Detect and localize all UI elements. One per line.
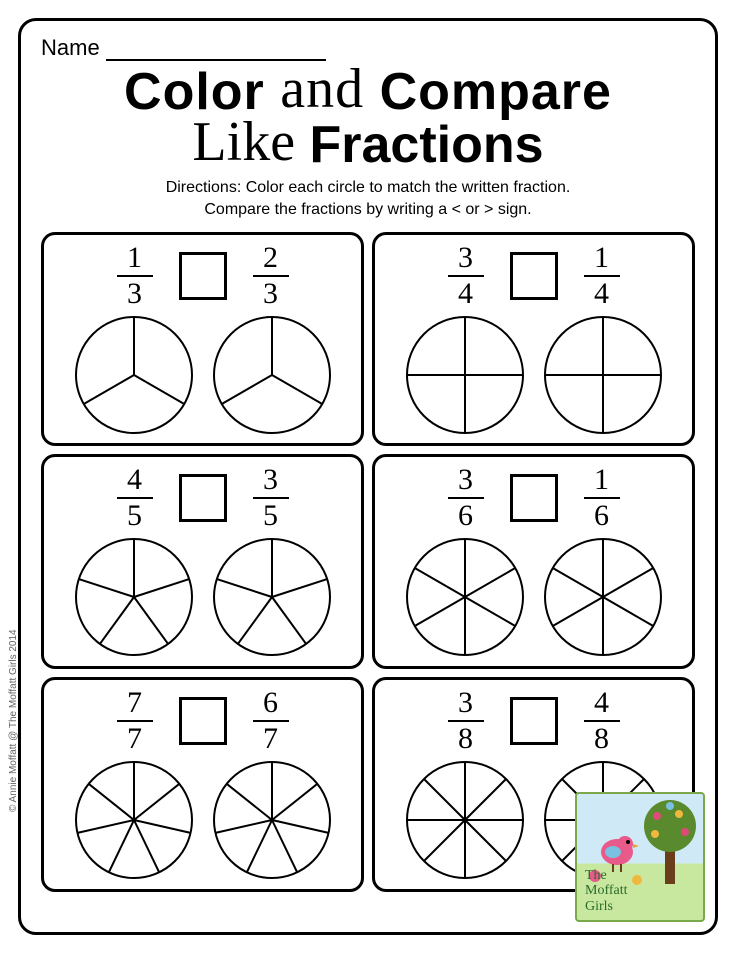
title-block: Color and Compare Like Fractions Directi…: [41, 61, 695, 222]
circle-row: [74, 315, 332, 435]
numerator: 7: [127, 688, 142, 720]
fraction-left: 7 7: [117, 688, 153, 754]
numerator: 4: [127, 465, 142, 497]
fraction-left: 3 4: [448, 243, 484, 309]
denominator: 5: [263, 499, 278, 531]
problem-cell: 3 4 1 4: [372, 232, 695, 447]
numerator: 1: [594, 243, 609, 275]
denominator: 4: [594, 277, 609, 309]
denominator: 8: [458, 722, 473, 754]
title-compare: Compare: [380, 63, 612, 121]
circle-row: [74, 760, 332, 880]
name-row: Name: [41, 35, 695, 61]
numerator: 3: [458, 688, 473, 720]
fraction-circle-7[interactable]: [74, 760, 194, 880]
fraction-left: 1 3: [117, 243, 153, 309]
worksheet-frame: Name Color and Compare Like Fractions Di…: [18, 18, 718, 935]
denominator: 7: [263, 722, 278, 754]
fraction-right: 1 6: [584, 465, 620, 531]
problem-cell: 3 6 1 6: [372, 454, 695, 669]
fraction-circle-4[interactable]: [405, 315, 525, 435]
compare-answer-box[interactable]: [510, 697, 558, 745]
fraction-row: 7 7 6 7: [52, 688, 353, 754]
directions-line1: Directions: Color each circle to match t…: [41, 177, 695, 199]
numerator: 3: [263, 465, 278, 497]
name-label: Name: [41, 35, 100, 60]
fraction-row: 3 8 4 8: [383, 688, 684, 754]
fraction-circle-8[interactable]: [405, 760, 525, 880]
denominator: 3: [127, 277, 142, 309]
denominator: 6: [594, 499, 609, 531]
denominator: 4: [458, 277, 473, 309]
fraction-row: 1 3 2 3: [52, 243, 353, 309]
fraction-circle-3[interactable]: [74, 315, 194, 435]
fraction-circle-6[interactable]: [543, 537, 663, 657]
fraction-row: 4 5 3 5: [52, 465, 353, 531]
circle-row: [74, 537, 332, 657]
compare-answer-box[interactable]: [179, 697, 227, 745]
denominator: 7: [127, 722, 142, 754]
numerator: 2: [263, 243, 278, 275]
compare-answer-box[interactable]: [179, 474, 227, 522]
copyright-text: © Annie Moffatt @ The Moffatt Girls 2014: [8, 629, 19, 812]
fraction-left: 3 8: [448, 688, 484, 754]
compare-answer-box[interactable]: [510, 474, 558, 522]
compare-answer-box[interactable]: [510, 252, 558, 300]
fraction-circle-6[interactable]: [405, 537, 525, 657]
numerator: 1: [127, 243, 142, 275]
directions: Directions: Color each circle to match t…: [41, 177, 695, 222]
numerator: 3: [458, 465, 473, 497]
fraction-row: 3 4 1 4: [383, 243, 684, 309]
fraction-right: 6 7: [253, 688, 289, 754]
fraction-right: 2 3: [253, 243, 289, 309]
fraction-circle-5[interactable]: [74, 537, 194, 657]
problem-cell: 7 7 6 7: [41, 677, 364, 892]
title-line1: Color and Compare: [41, 61, 695, 118]
fraction-circle-5[interactable]: [212, 537, 332, 657]
directions-line2: Compare the fractions by writing a < or …: [41, 199, 695, 221]
problem-cell: 4 5 3 5: [41, 454, 364, 669]
numerator: 4: [594, 688, 609, 720]
numerator: 1: [594, 465, 609, 497]
fraction-right: 3 5: [253, 465, 289, 531]
fraction-left: 3 6: [448, 465, 484, 531]
title-like: Like: [192, 111, 295, 173]
fraction-left: 4 5: [117, 465, 153, 531]
circle-row: [405, 315, 663, 435]
fraction-right: 1 4: [584, 243, 620, 309]
fraction-circle-7[interactable]: [212, 760, 332, 880]
denominator: 8: [594, 722, 609, 754]
fraction-row: 3 6 1 6: [383, 465, 684, 531]
denominator: 5: [127, 499, 142, 531]
fraction-circle-4[interactable]: [543, 315, 663, 435]
numerator: 3: [458, 243, 473, 275]
compare-answer-box[interactable]: [179, 252, 227, 300]
denominator: 6: [458, 499, 473, 531]
title-line2: Like Fractions: [41, 114, 695, 171]
problem-cell: 1 3 2 3: [41, 232, 364, 447]
logo-text: The Moffatt Girls: [585, 868, 628, 914]
denominator: 3: [263, 277, 278, 309]
numerator: 6: [263, 688, 278, 720]
fraction-circle-3[interactable]: [212, 315, 332, 435]
circle-row: [405, 537, 663, 657]
fraction-right: 4 8: [584, 688, 620, 754]
publisher-logo: The Moffatt Girls: [575, 792, 705, 922]
title-fractions: Fractions: [310, 116, 544, 174]
